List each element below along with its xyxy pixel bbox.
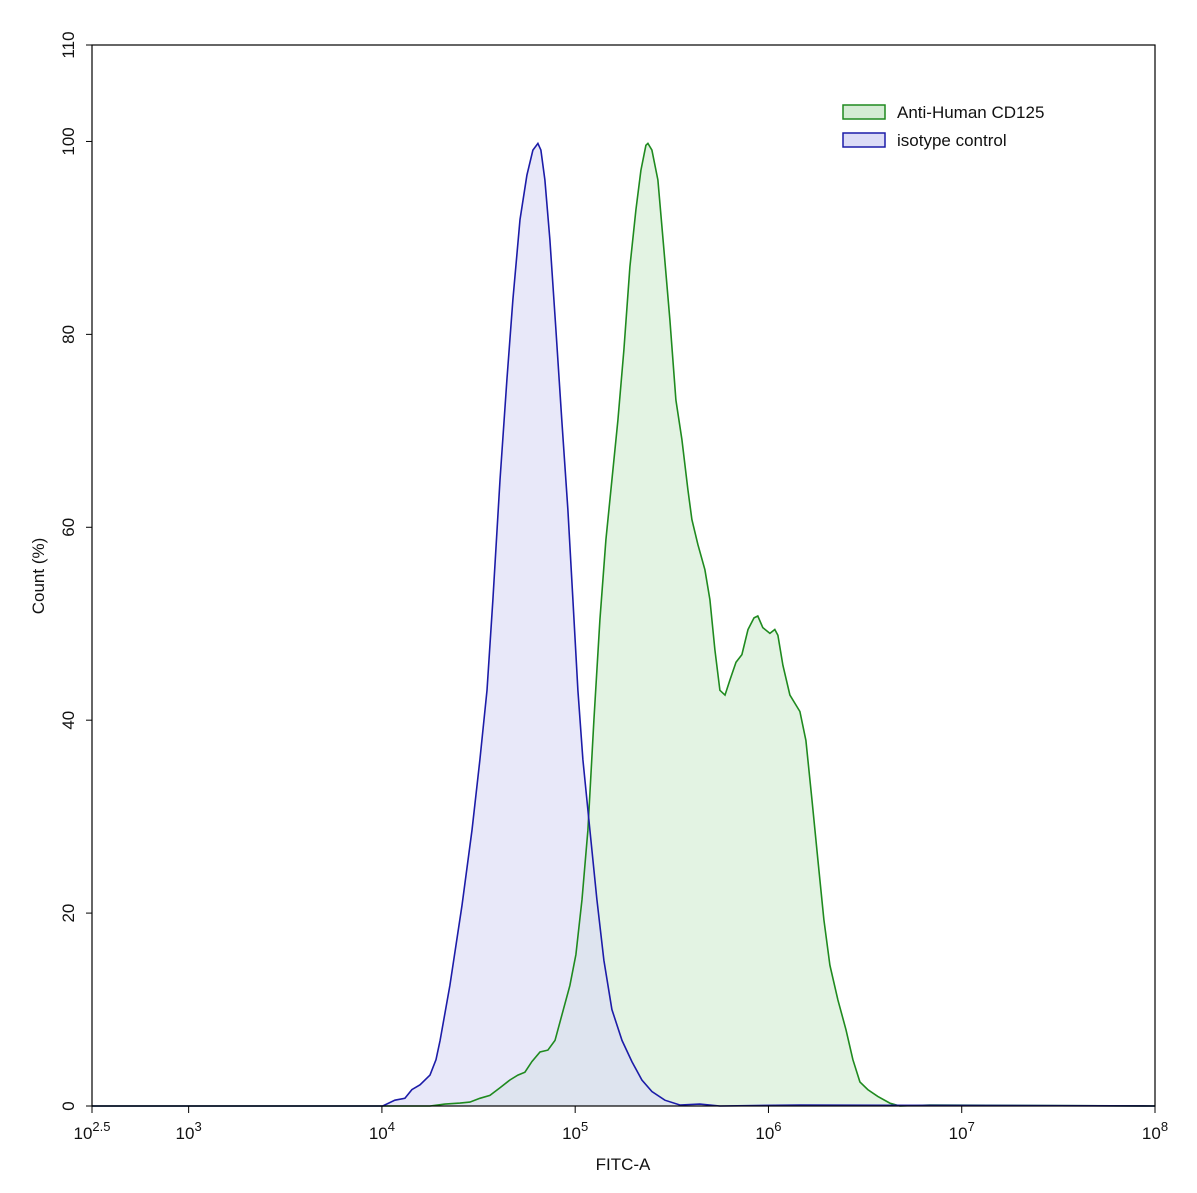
x-tick-label: 105 xyxy=(562,1119,588,1143)
x-tick-label: 102.5 xyxy=(74,1119,111,1143)
x-tick-label: 104 xyxy=(369,1119,395,1143)
x-tick-label: 103 xyxy=(176,1119,202,1143)
x-tick-label: 107 xyxy=(949,1119,975,1143)
y-tick-label: 0 xyxy=(59,1101,78,1110)
y-tick-label: 110 xyxy=(59,31,78,58)
y-tick-label: 40 xyxy=(59,711,78,730)
plot-frame xyxy=(91,44,1156,1107)
x-tick-label: 108 xyxy=(1142,1119,1168,1143)
area-fill xyxy=(92,143,1155,1106)
histogram-line xyxy=(92,141,1156,1107)
legend-swatch xyxy=(842,132,886,148)
y-axis-label: Count (%) xyxy=(29,538,48,615)
x-axis-label: FITC-A xyxy=(596,1155,651,1174)
legend-label: isotype control xyxy=(897,131,1007,150)
x-tick-label: 106 xyxy=(755,1119,781,1143)
legend-label: Anti-Human CD125 xyxy=(897,103,1044,122)
y-tick-label: 100 xyxy=(59,127,78,155)
y-tick-label: 20 xyxy=(59,904,78,923)
y-tick-label: 60 xyxy=(59,518,78,537)
histogram-line xyxy=(92,142,1156,1107)
legend-swatch xyxy=(842,104,886,120)
y-tick-label: 80 xyxy=(59,325,78,344)
